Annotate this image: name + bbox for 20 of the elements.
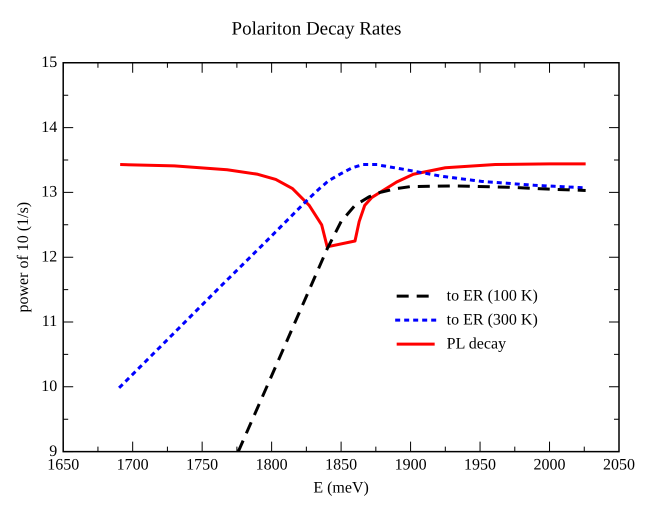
legend-label: PL decay xyxy=(446,335,506,352)
legend-label: to ER (300 K) xyxy=(446,311,538,328)
x-tick-label: 1750 xyxy=(186,456,218,474)
chart-title: Polariton Decay Rates xyxy=(232,18,402,40)
y-tick-label: 13 xyxy=(41,184,58,201)
x-tick-label: 1800 xyxy=(256,456,288,474)
x-axis-title: E (meV) xyxy=(313,480,369,497)
y-tick-label: 15 xyxy=(41,54,58,72)
x-tick-label: 1900 xyxy=(394,456,427,474)
y-axis-title: power of 10 (1/s) xyxy=(14,202,32,313)
x-tick-label: 1700 xyxy=(116,456,149,474)
y-tick-label: 12 xyxy=(41,248,58,266)
legend-label: to ER (100 K) xyxy=(446,287,538,304)
x-tick-label: 2050 xyxy=(603,456,635,474)
y-tick-label: 11 xyxy=(42,313,58,330)
y-tick-label: 10 xyxy=(41,378,58,396)
x-tick-label: 1950 xyxy=(464,456,496,474)
y-tick-label: 14 xyxy=(41,118,58,136)
x-tick-label: 2000 xyxy=(534,456,566,474)
x-tick-label: 1850 xyxy=(325,456,358,474)
